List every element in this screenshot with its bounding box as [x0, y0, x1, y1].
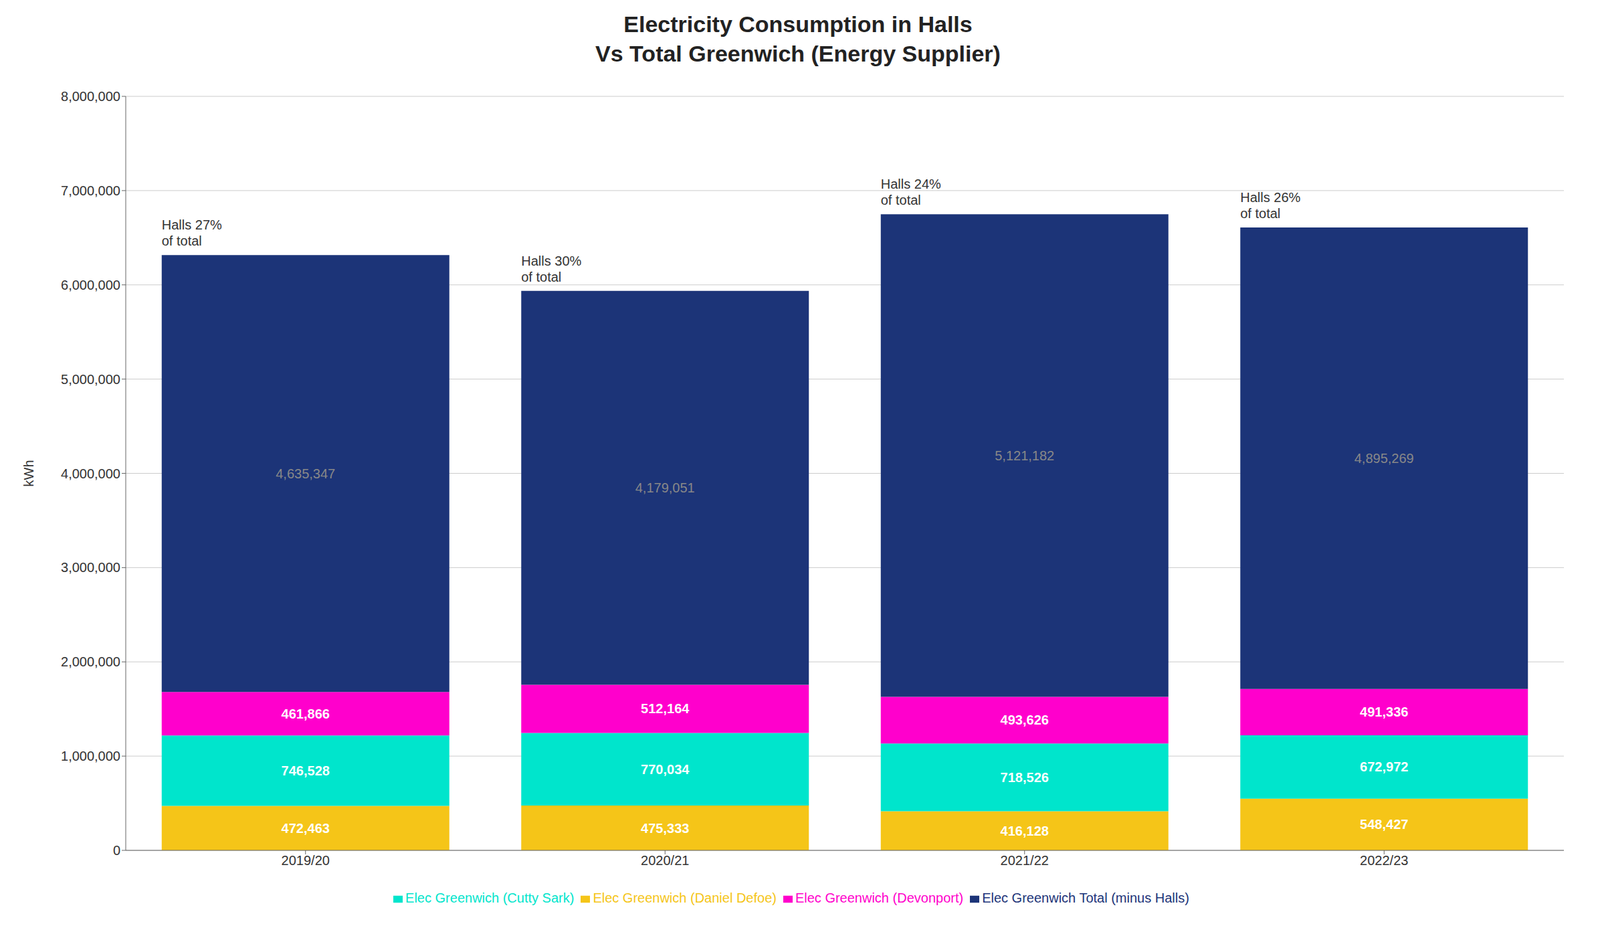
svg-text:Halls 30%of total: Halls 30%of total — [521, 253, 582, 285]
svg-text:475,333: 475,333 — [640, 820, 689, 836]
svg-text:4,179,051: 4,179,051 — [635, 480, 695, 495]
svg-text:416,128: 416,128 — [1000, 823, 1049, 839]
html-text:Elec Greenwich (Cutty Sark): Elec Greenwich (Cutty Sark) — [405, 890, 575, 906]
svg-text:493,626: 493,626 — [1000, 712, 1049, 728]
svg-text:0: 0 — [113, 842, 121, 858]
svg-text:Halls 24%of total: Halls 24%of total — [880, 176, 942, 208]
svg-text:491,336: 491,336 — [1359, 704, 1409, 720]
svg-text:8,000,000: 8,000,000 — [60, 88, 121, 104]
svg-text:5,000,000: 5,000,000 — [60, 371, 121, 387]
svg-text:4,895,269: 4,895,269 — [1354, 450, 1415, 466]
svg-text:7,000,000: 7,000,000 — [60, 183, 121, 198]
html-text:Electricity Consumption in Hal: Electricity Consumption in Halls Vs Tota… — [595, 11, 1001, 67]
svg-text:kWh: kWh — [21, 460, 37, 487]
svg-text:2021/22: 2021/22 — [1000, 852, 1049, 868]
svg-text:548,427: 548,427 — [1359, 816, 1409, 832]
html-text:Elec Greenwich (Devonport): Elec Greenwich (Devonport) — [795, 890, 964, 906]
svg-text:746,528: 746,528 — [281, 763, 330, 778]
svg-text:718,526: 718,526 — [1000, 769, 1049, 785]
svg-text:770,034: 770,034 — [640, 761, 690, 777]
svg-text:2022/23: 2022/23 — [1359, 852, 1409, 868]
svg-text:512,164: 512,164 — [640, 701, 690, 716]
svg-text:Halls 26%of total: Halls 26%of total — [1240, 189, 1301, 221]
html-text:Elec Greenwich (Daniel Defoe): Elec Greenwich (Daniel Defoe) — [592, 890, 777, 906]
svg-text:6,000,000: 6,000,000 — [60, 277, 121, 293]
svg-text:2020/21: 2020/21 — [640, 852, 689, 868]
svg-text:672,972: 672,972 — [1359, 759, 1409, 774]
html-text:Elec Greenwich Total (minus Ha: Elec Greenwich Total (minus Halls) — [982, 890, 1190, 906]
svg-text:1,000,000: 1,000,000 — [60, 748, 121, 764]
svg-text:3,000,000: 3,000,000 — [60, 559, 121, 575]
svg-text:2,000,000: 2,000,000 — [60, 654, 121, 669]
svg-text:461,866: 461,866 — [281, 706, 330, 722]
svg-text:472,463: 472,463 — [281, 820, 330, 836]
svg-text:2019/20: 2019/20 — [281, 852, 330, 868]
svg-text:Halls 27%of total: Halls 27%of total — [161, 217, 223, 249]
svg-text:5,121,182: 5,121,182 — [994, 448, 1055, 463]
svg-text:4,635,347: 4,635,347 — [275, 466, 336, 481]
svg-text:4,000,000: 4,000,000 — [60, 466, 121, 481]
